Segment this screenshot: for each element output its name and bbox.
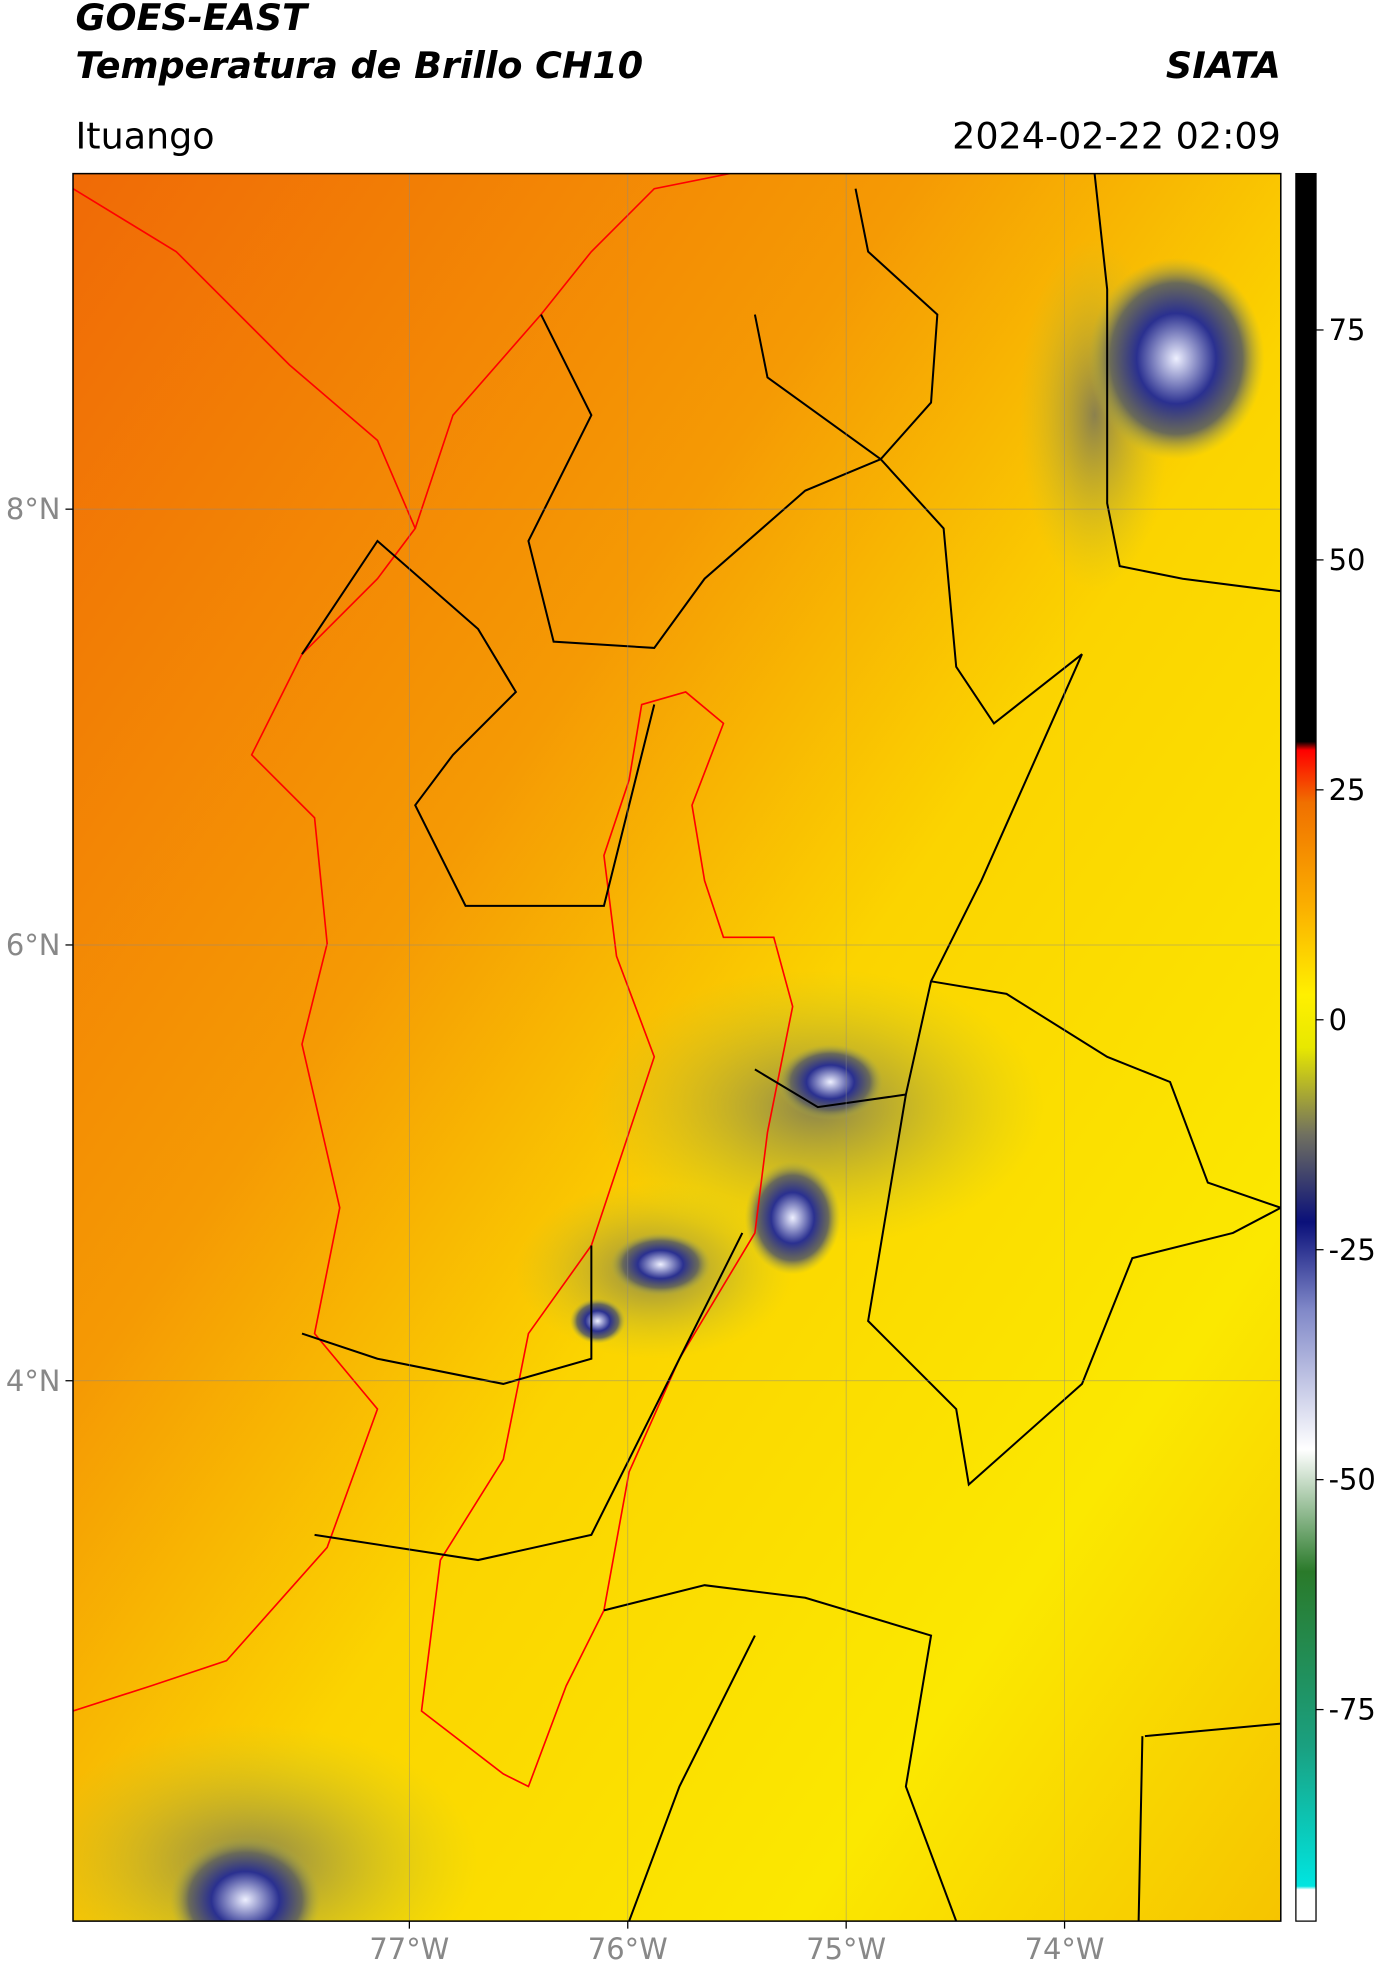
- source: SIATA: [1166, 44, 1281, 87]
- colorbar: [1295, 172, 1317, 1922]
- map-area: [73, 173, 1281, 1922]
- colorbar-tick-label: -25: [1329, 1233, 1376, 1267]
- cloud: [744, 1161, 841, 1275]
- coastline: [73, 188, 417, 1712]
- x-tick-label: 74°W: [1025, 1932, 1105, 1966]
- y-tick-label: 4°N: [6, 1364, 61, 1398]
- location: Ituango: [76, 114, 215, 157]
- cloud-haze: [73, 1723, 479, 1922]
- colorbar-tick-label: -75: [1329, 1693, 1376, 1727]
- cloud: [610, 1232, 711, 1296]
- graticule: [73, 173, 1281, 1922]
- title: GOES-EAST: [76, 0, 311, 39]
- timestamp: 2024-02-22 02:09: [952, 114, 1281, 157]
- y-tick-label: 6°N: [6, 928, 61, 962]
- department-boundary: [420, 691, 794, 1788]
- x-tick-label: 75°W: [806, 1932, 886, 1966]
- colorbar-tick-label: 75: [1329, 313, 1366, 347]
- colorbar-tick-label: -50: [1329, 1463, 1376, 1497]
- colorbar-tick-label: 0: [1329, 1003, 1347, 1037]
- cloud: [569, 1298, 626, 1344]
- y-tick-label: 8°N: [6, 492, 61, 526]
- colorbar-tick-label: 25: [1329, 773, 1366, 807]
- cloud: [777, 1044, 884, 1120]
- subtitle: Temperatura de Brillo CH10: [76, 44, 644, 87]
- cloud: [169, 1836, 321, 1922]
- coastline: [414, 173, 730, 529]
- x-tick-label: 77°W: [369, 1932, 449, 1966]
- x-tick-label: 76°W: [588, 1932, 668, 1966]
- colorbar-tick-label: 50: [1329, 543, 1366, 577]
- department-boundary: [301, 173, 1281, 1922]
- map-frame: [72, 172, 1282, 1922]
- cloud: [1088, 257, 1265, 460]
